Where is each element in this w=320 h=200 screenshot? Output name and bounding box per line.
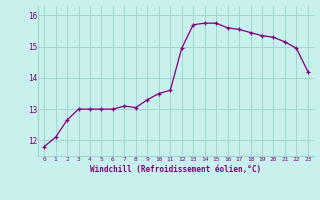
X-axis label: Windchill (Refroidissement éolien,°C): Windchill (Refroidissement éolien,°C) (91, 165, 261, 174)
